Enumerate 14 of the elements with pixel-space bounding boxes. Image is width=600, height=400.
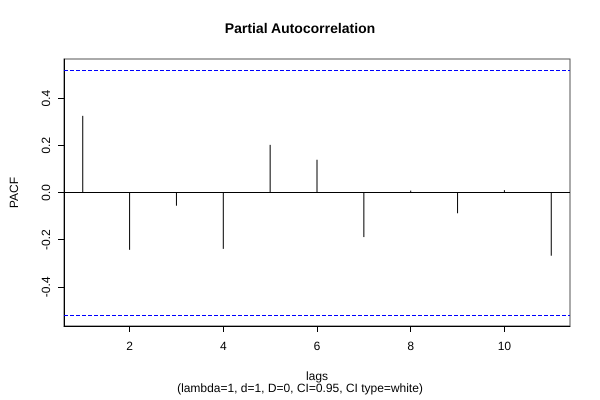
chart-title: Partial Autocorrelation (224, 20, 376, 36)
y-tick-label: 0.0 (39, 184, 53, 201)
y-tick-label: 0.2 (39, 136, 53, 154)
y-tick-label: 0.4 (39, 89, 53, 106)
y-axis-title: PACF (7, 176, 21, 208)
text: (lambda=1, d=1, D=0, CI=0.95, CI type=white) (177, 381, 423, 395)
y-tick-label: -0.4 (39, 276, 53, 298)
x-tick-label: 6 (314, 339, 321, 353)
x-tick-label: 4 (220, 339, 227, 353)
x-axis-title: lags (306, 369, 328, 383)
x-tick-label: 2 (126, 339, 134, 353)
x-tick-label: 10 (498, 339, 512, 353)
x-tick-label: 8 (407, 339, 414, 353)
y-tick-label: -0.2 (39, 229, 53, 250)
